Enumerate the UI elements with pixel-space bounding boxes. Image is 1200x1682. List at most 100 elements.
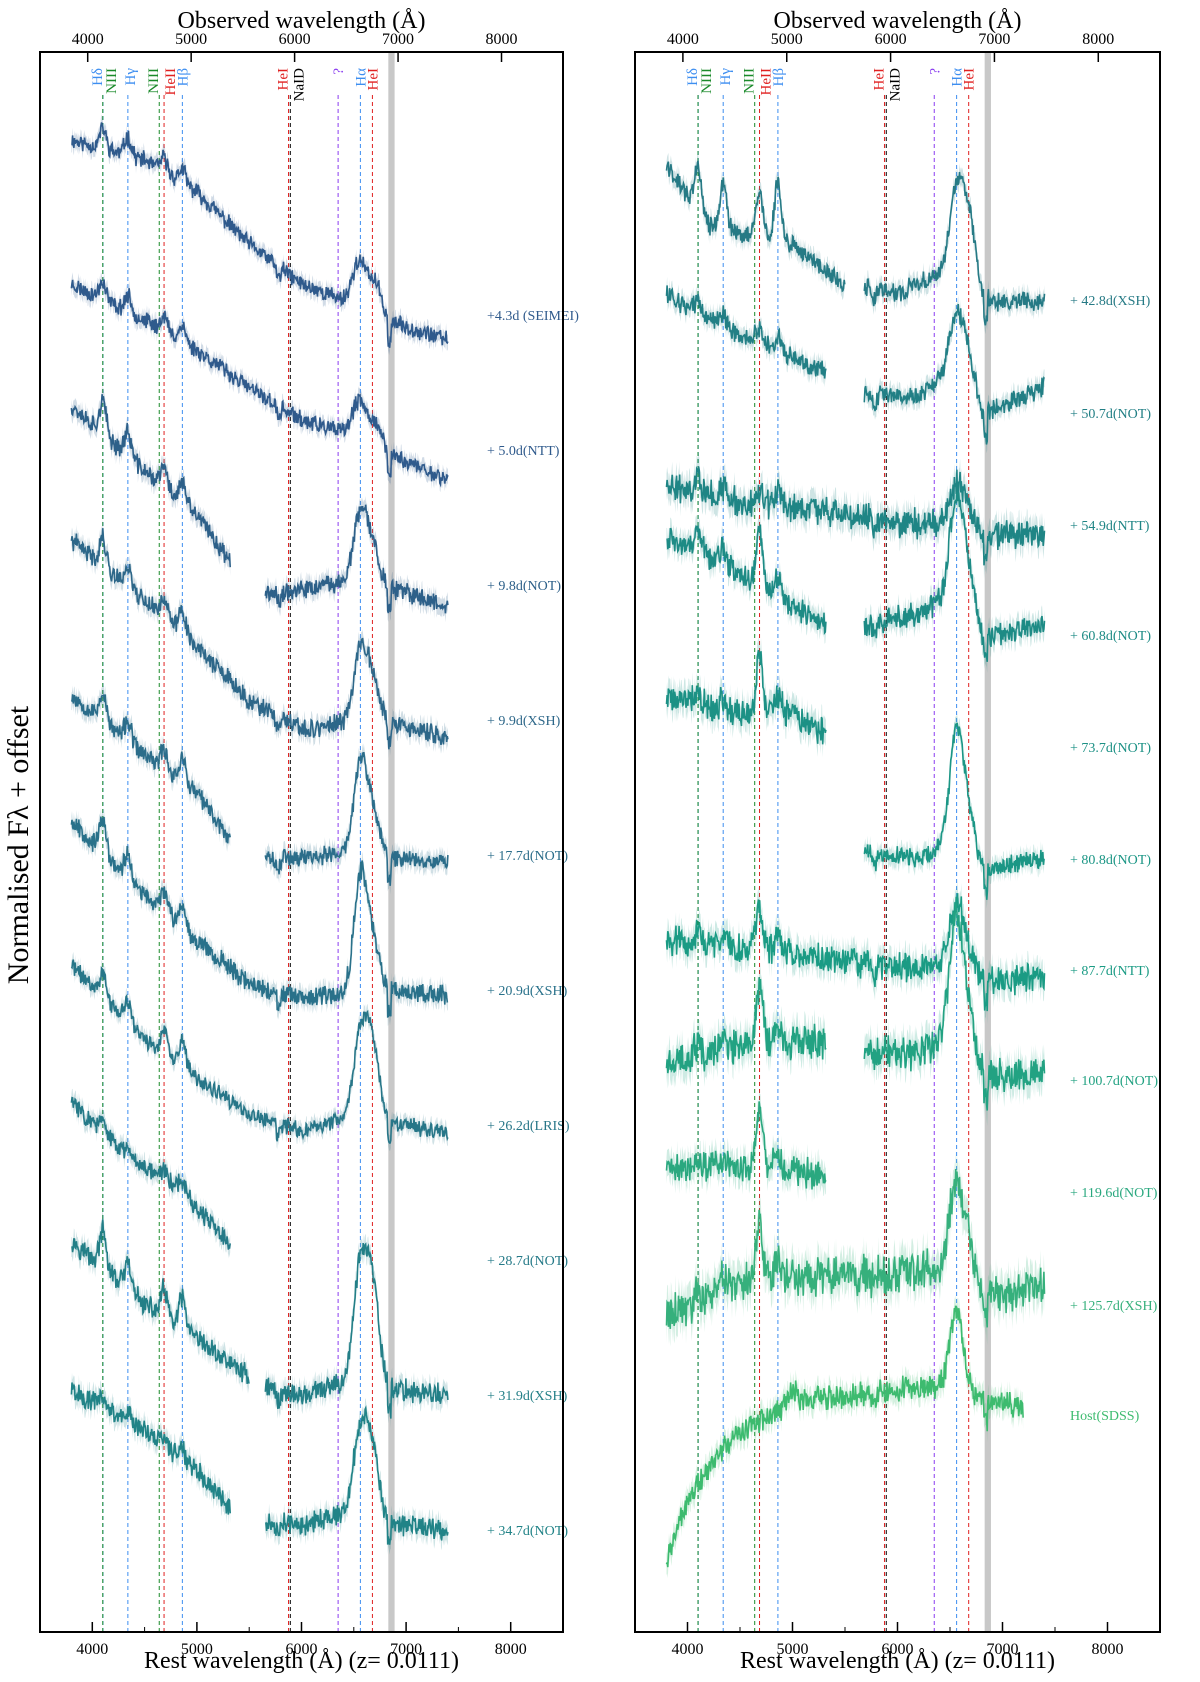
series-label-7: + 100.7d(NOT) bbox=[1070, 1074, 1158, 1089]
spectrum-error-band-1-0 bbox=[71, 271, 448, 493]
x-tick-label-top-4: 8000 bbox=[486, 31, 518, 48]
line-label-2: Hγ bbox=[718, 68, 734, 86]
x-tick-label-bottom-3: 7000 bbox=[987, 1641, 1019, 1658]
series-label-1: + 5.0d(NTT) bbox=[487, 444, 560, 459]
spectrum-line-3-1 bbox=[863, 492, 1046, 662]
x-tick-label-bottom-0: 4000 bbox=[76, 1641, 108, 1658]
spectrum-line-8-0 bbox=[71, 1219, 250, 1384]
spectrum-error-band-3-1 bbox=[864, 481, 1045, 673]
x-tick-label-bottom-0: 4000 bbox=[672, 1641, 704, 1658]
series-label-4: + 73.7d(NOT) bbox=[1070, 741, 1151, 756]
spectrum-line-1-1 bbox=[863, 304, 1046, 445]
line-label-3: NIII bbox=[742, 68, 758, 94]
series-label-2: + 54.9d(NTT) bbox=[1070, 519, 1150, 534]
x-tick-label-bottom-4: 8000 bbox=[1092, 1641, 1124, 1658]
spectrum-line-7-1 bbox=[863, 903, 1046, 1111]
line-label-1: NIII bbox=[699, 68, 715, 94]
line-label-0: Hδ bbox=[90, 68, 106, 86]
line-label-9: Hα bbox=[353, 68, 369, 87]
line-label-8: ? bbox=[927, 68, 943, 75]
line-label-0: Hδ bbox=[685, 68, 701, 86]
x-tick-label-top-4: 8000 bbox=[1082, 31, 1114, 48]
line-label-6: HeI bbox=[276, 68, 292, 91]
x-axis-label-bottom: Rest wavelength (Å) (z= 0.0111) bbox=[740, 1648, 1055, 1674]
x-axis-label-bottom: Rest wavelength (Å) (z= 0.0111) bbox=[144, 1648, 459, 1674]
spectrum-line-7-0 bbox=[665, 977, 827, 1074]
spectrum-line-9-0 bbox=[70, 1382, 231, 1515]
x-tick-label-top-0: 4000 bbox=[667, 31, 699, 48]
spectrum-line-4-0 bbox=[70, 694, 231, 844]
line-label-4: HeII bbox=[163, 68, 179, 95]
series-label-3: + 9.9d(XSH) bbox=[487, 714, 561, 729]
spectrum-line-6-0 bbox=[665, 893, 1046, 1012]
spectrum-line-2-0 bbox=[665, 465, 1046, 566]
x-tick-label-bottom-4: 8000 bbox=[495, 1641, 527, 1658]
line-label-7: NaID bbox=[291, 68, 307, 101]
line-label-10: HeI bbox=[962, 68, 978, 91]
spectrum-line-9-1 bbox=[264, 1405, 449, 1545]
spectrum-line-2-1 bbox=[264, 504, 449, 614]
spectrum-error-band-8-1 bbox=[265, 1233, 448, 1429]
series-label-6: + 87.7d(NTT) bbox=[1070, 964, 1150, 979]
line-label-10: HeI bbox=[365, 68, 381, 91]
series-label-0: +4.3d (SEIMEI) bbox=[487, 309, 579, 324]
line-label-8: ? bbox=[331, 68, 347, 75]
spectrum-line-10-0 bbox=[665, 1305, 1024, 1568]
x-tick-label-top-2: 6000 bbox=[875, 31, 907, 48]
spectrum-line-3-0 bbox=[666, 524, 827, 636]
spectrum-line-9-0 bbox=[665, 1168, 1046, 1329]
spectrum-error-band-6-0 bbox=[71, 951, 448, 1151]
spectrum-line-0-0 bbox=[71, 122, 449, 348]
line-label-2: Hγ bbox=[123, 68, 139, 86]
x-tick-label-top-2: 6000 bbox=[279, 31, 311, 48]
x-axis-label-top: Observed wavelength (Å) bbox=[774, 8, 1022, 34]
x-tick-label-bottom-3: 7000 bbox=[390, 1641, 422, 1658]
line-label-5: Hβ bbox=[771, 68, 787, 86]
series-label-9: + 34.7d(NOT) bbox=[487, 1524, 568, 1539]
spectrum-error-band-4-0 bbox=[666, 636, 826, 758]
line-label-3: NIII bbox=[146, 68, 162, 94]
line-label-6: HeI bbox=[871, 68, 887, 91]
x-tick-label-top-3: 7000 bbox=[382, 31, 414, 48]
spectrum-line-6-0 bbox=[70, 959, 449, 1144]
x-tick-label-top-1: 5000 bbox=[771, 31, 803, 48]
spectrum-error-band-7-0 bbox=[666, 961, 826, 1089]
spectrum-line-7-0 bbox=[70, 1096, 231, 1250]
x-tick-label-bottom-1: 5000 bbox=[181, 1641, 213, 1658]
spectrum-line-1-0 bbox=[665, 285, 827, 379]
line-label-4: HeII bbox=[759, 68, 775, 95]
spectrum-line-0-1 bbox=[863, 171, 1046, 326]
x-tick-label-top-0: 4000 bbox=[72, 31, 104, 48]
series-label-8: + 31.9d(XSH) bbox=[487, 1389, 568, 1404]
spectrum-line-5-0 bbox=[70, 816, 449, 1018]
series-label-1: + 50.7d(NOT) bbox=[1070, 407, 1151, 422]
spectrum-line-8-0 bbox=[665, 1101, 827, 1190]
line-label-9: Hα bbox=[950, 68, 966, 87]
spectrum-error-band-1-1 bbox=[864, 295, 1045, 454]
series-label-2: + 9.8d(NOT) bbox=[487, 579, 561, 594]
x-tick-label-bottom-2: 6000 bbox=[286, 1641, 318, 1658]
x-axis-label-top: Observed wavelength (Å) bbox=[178, 8, 426, 34]
telluric-band bbox=[984, 52, 991, 1632]
spectrum-line-4-0 bbox=[665, 649, 827, 745]
series-label-7: + 28.7d(NOT) bbox=[487, 1254, 568, 1269]
spectrum-line-8-1 bbox=[264, 1242, 449, 1419]
spectrum-error-band-0-1 bbox=[864, 163, 1045, 335]
series-label-10: Host(SDSS) bbox=[1070, 1409, 1140, 1424]
series-label-8: + 119.6d(NOT) bbox=[1070, 1186, 1158, 1201]
x-tick-label-bottom-1: 5000 bbox=[777, 1641, 809, 1658]
line-label-7: NaID bbox=[887, 68, 903, 101]
y-axis-label: Normalised Fλ + offset bbox=[2, 705, 35, 984]
series-label-0: + 42.8d(XSH) bbox=[1070, 294, 1151, 309]
x-tick-label-bottom-2: 6000 bbox=[882, 1641, 914, 1658]
spectrum-line-2-0 bbox=[70, 394, 231, 568]
spectrum-line-5-0 bbox=[863, 722, 1045, 900]
spectrum-line-4-1 bbox=[264, 751, 449, 886]
series-label-4: + 17.7d(NOT) bbox=[487, 849, 568, 864]
spectrum-line-3-0 bbox=[70, 528, 449, 750]
series-label-6: + 26.2d(LRIS) bbox=[487, 1119, 570, 1134]
